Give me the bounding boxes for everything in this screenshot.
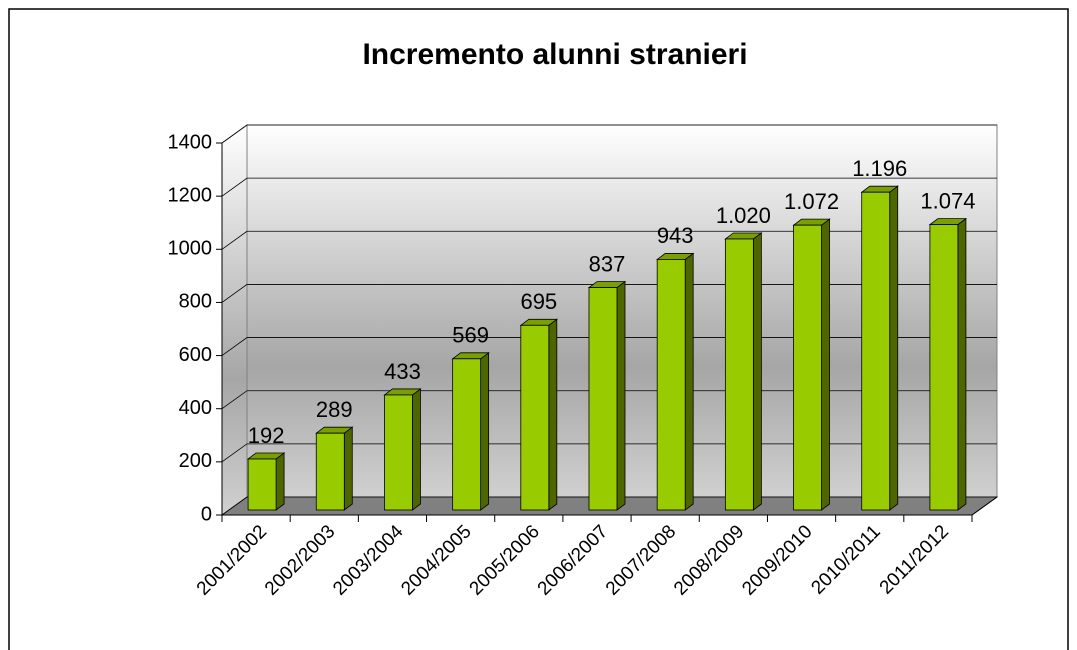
bar-front [315, 432, 345, 511]
data-label: 1.072 [784, 189, 839, 214]
chart-title: Incremento alunni stranieri [362, 38, 747, 71]
grid-line [221, 124, 997, 144]
x-tick-label: 2006/2007 [534, 521, 612, 599]
x-tick-label: 2007/2008 [602, 521, 680, 599]
x-tick-label: 2004/2005 [397, 521, 475, 599]
bar [383, 388, 422, 511]
y-tick-label: 800 [179, 291, 212, 313]
bar-side [480, 352, 490, 511]
bar-front [929, 224, 959, 511]
bar [246, 452, 286, 511]
x-tick-label: 2003/2004 [329, 521, 408, 600]
data-label: 289 [316, 397, 353, 422]
bar-front [520, 324, 550, 511]
bar-front [452, 358, 482, 511]
y-tick-label: 600 [179, 344, 212, 366]
y-tick-label: 0 [201, 503, 212, 525]
bar-front [247, 458, 277, 511]
data-label: 1.074 [920, 188, 975, 213]
data-label: 837 [589, 251, 626, 276]
y-tick-label: 1400 [168, 131, 213, 153]
data-label: 192 [248, 423, 285, 448]
bar [860, 185, 899, 511]
bar-front [793, 224, 822, 511]
grid-line [221, 177, 997, 197]
bar-side [343, 426, 353, 511]
bar [928, 217, 968, 511]
x-tick-label: 2002/2003 [261, 521, 339, 599]
y-tick-label: 1000 [168, 238, 213, 260]
bar [724, 232, 763, 511]
bar-side [616, 280, 626, 511]
data-label: 433 [384, 359, 421, 384]
bar-side [889, 185, 899, 511]
grid-line [221, 230, 997, 250]
x-tick-label: 2001/2002 [193, 521, 271, 599]
data-label: 1.196 [852, 156, 907, 181]
x-tick-label: 2008/2009 [670, 521, 748, 599]
bar-side [548, 318, 558, 511]
bar-front [656, 259, 686, 511]
side-wall [221, 124, 248, 516]
bar-side [957, 217, 967, 511]
x-tick-label: 2009/2010 [738, 521, 816, 599]
bar [587, 280, 627, 511]
bar [792, 218, 831, 511]
y-tick-label: 400 [179, 397, 212, 419]
y-tick-label: 200 [179, 450, 212, 472]
bar-front [384, 394, 413, 511]
bar-side [821, 218, 830, 511]
bar-side [752, 232, 762, 511]
data-label: 943 [657, 223, 694, 248]
data-label: 569 [452, 323, 489, 348]
bar [451, 352, 490, 511]
bar-side [684, 252, 694, 511]
bar-front [588, 287, 618, 511]
x-axis-end [971, 496, 998, 516]
frame [8, 8, 1069, 650]
bar [519, 318, 559, 511]
data-label: 695 [520, 289, 557, 314]
y-tick-label: 1200 [168, 184, 213, 206]
bar-side [412, 388, 421, 511]
bar [655, 252, 695, 511]
bar-front [861, 191, 891, 511]
x-tick-label: 2005/2006 [466, 521, 544, 599]
data-label: 1.020 [716, 203, 771, 228]
bar-front [724, 238, 754, 511]
x-tick-label: 2011/2012 [876, 521, 953, 598]
x-tick-label: 2010/2011 [807, 521, 884, 598]
bar [315, 426, 354, 511]
bar-side [275, 452, 285, 511]
